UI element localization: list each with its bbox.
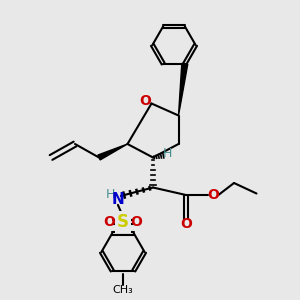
Text: S: S xyxy=(117,213,129,231)
Text: O: O xyxy=(207,188,219,202)
Text: O: O xyxy=(103,215,116,229)
Text: CH₃: CH₃ xyxy=(112,285,134,295)
Text: N: N xyxy=(112,192,124,207)
Text: O: O xyxy=(139,94,151,108)
Text: H: H xyxy=(105,188,115,201)
Text: O: O xyxy=(180,218,192,231)
Polygon shape xyxy=(178,63,188,116)
Text: O: O xyxy=(130,215,142,229)
Text: H: H xyxy=(163,147,172,161)
Polygon shape xyxy=(98,144,127,160)
